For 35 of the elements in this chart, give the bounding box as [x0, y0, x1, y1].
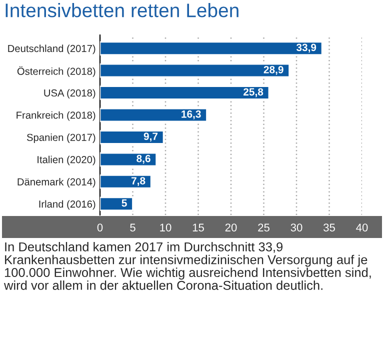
data-label: 5: [122, 199, 127, 207]
data-label: 25,8: [244, 88, 264, 98]
y-tick-label: Deutschland (2017): [8, 44, 96, 54]
data-label: 33,9: [296, 44, 316, 53]
y-tick-label: Österreich (2018): [17, 66, 96, 77]
bar: [100, 130, 164, 144]
y-tick-label: Italien (2020): [38, 156, 96, 166]
bar: [100, 174, 152, 189]
x-tick-label: 10: [160, 224, 172, 232]
x-tick-label: 20: [225, 224, 237, 232]
text: In Deutschland kamen 2017 im Durchschnitt 33,9 Krankenhausbetten zur intensivmedizinischen Versorgung auf je 100.000 Einwohner. Wie wichtig ausreichend Intensivbetten sind, wird vor allem in der aktuellen Corona-Situation deutlich.: [4, 242, 371, 290]
bar: [100, 63, 290, 78]
data-label: 28,9: [264, 66, 284, 75]
bar: [100, 86, 270, 100]
x-tick-label: 35: [323, 224, 335, 232]
bar: [100, 41, 323, 56]
y-tick-label: Dänemark (2014): [18, 178, 96, 188]
x-tick-label: 25: [258, 224, 270, 232]
data-label: 16,3: [182, 110, 201, 120]
data-label: 9,7: [144, 132, 158, 142]
data-label: 7,8: [132, 177, 146, 186]
bar: [100, 196, 134, 212]
y-tick-label: Frankreich (2018): [16, 111, 96, 121]
bar: [100, 108, 208, 122]
x-tick-label: 5: [130, 224, 136, 232]
chart-title: Intensivbetten retten Leben: [6, 3, 238, 18]
y-tick-label: Irland (2016): [39, 200, 96, 210]
y-tick-label: Spanien (2017): [26, 134, 96, 143]
x-tick-label: 15: [192, 224, 204, 232]
x-tick-label: 40: [356, 224, 368, 232]
data-label: 8,6: [136, 154, 150, 164]
y-tick-label: USA (2018): [44, 89, 96, 99]
x-tick-label: 30: [290, 224, 302, 232]
x-tick-label: 0: [97, 224, 103, 232]
bar: [100, 152, 158, 167]
